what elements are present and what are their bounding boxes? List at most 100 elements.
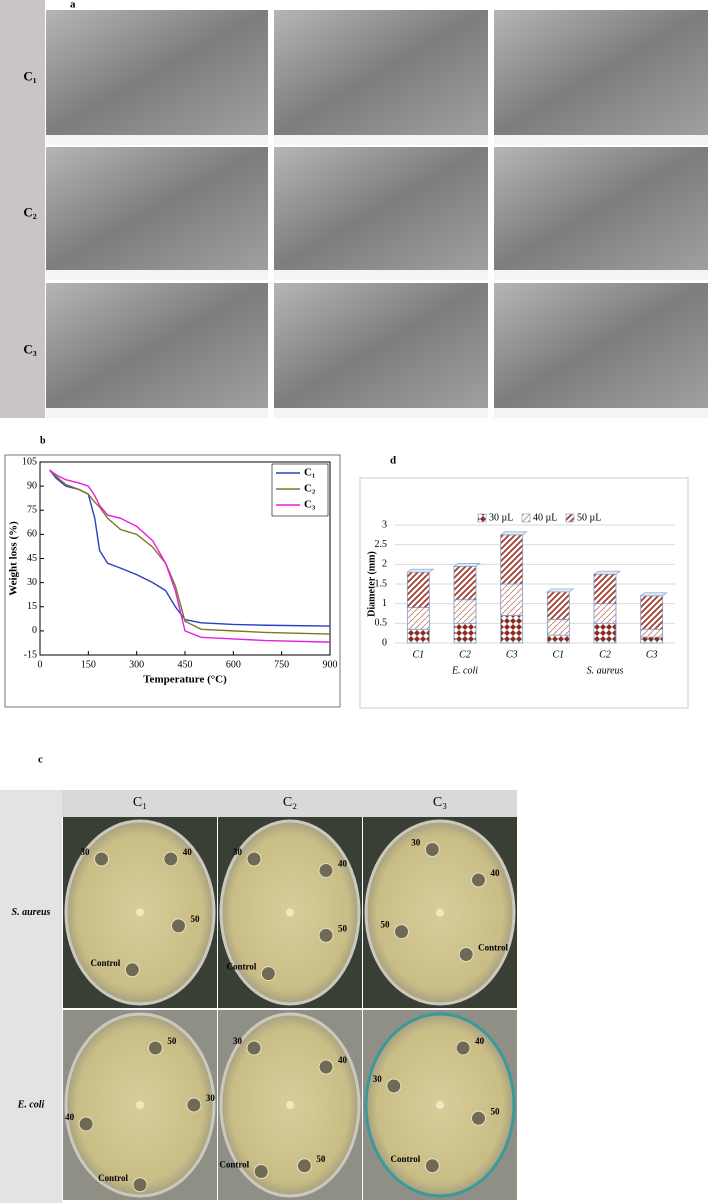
panel-d-frame bbox=[359, 477, 689, 709]
well bbox=[163, 851, 179, 867]
x-axis-title: Temperature (°C) bbox=[143, 674, 227, 686]
bar bbox=[593, 603, 617, 624]
sem-image bbox=[274, 283, 488, 408]
legend-label: 40 µL bbox=[533, 512, 557, 523]
sem-label-strip bbox=[0, 0, 45, 418]
well-label: 30 bbox=[233, 847, 243, 857]
well bbox=[171, 918, 186, 934]
well-label: 40 bbox=[475, 1036, 485, 1046]
x-tick-label: C3 bbox=[646, 649, 658, 660]
sem-info-bar bbox=[494, 135, 708, 145]
y-tick-label: 45 bbox=[27, 553, 37, 564]
panel-label: d bbox=[390, 455, 396, 467]
legend-swatch bbox=[477, 513, 487, 523]
well bbox=[424, 1158, 440, 1174]
well-label: 30 bbox=[206, 1093, 216, 1103]
x-tick-label: 600 bbox=[226, 659, 241, 670]
sem-info-bar bbox=[494, 408, 708, 418]
well bbox=[455, 1040, 471, 1056]
well-label: Control bbox=[90, 958, 120, 968]
sem-image bbox=[494, 10, 708, 135]
well-label: Control bbox=[98, 1173, 128, 1183]
group-label: S. aureus bbox=[587, 665, 624, 676]
bar-top bbox=[499, 531, 528, 536]
well bbox=[260, 966, 276, 982]
legend-swatch bbox=[521, 513, 531, 523]
bar bbox=[500, 534, 524, 585]
row-header: S. aureus bbox=[12, 907, 51, 918]
column-header: C₂ bbox=[283, 795, 297, 810]
y-tick-label: 2.5 bbox=[375, 539, 388, 550]
bar bbox=[453, 565, 477, 601]
well bbox=[286, 908, 294, 917]
bar-top bbox=[639, 592, 668, 597]
panel-label: b bbox=[40, 435, 46, 446]
well bbox=[458, 947, 474, 963]
x-tick-label: 0 bbox=[38, 659, 43, 670]
row-label: C₃ bbox=[23, 341, 36, 356]
x-tick-label: 900 bbox=[323, 659, 338, 670]
well bbox=[424, 841, 440, 857]
legend-swatch bbox=[565, 513, 575, 523]
legend-label: 30 µL bbox=[489, 512, 513, 523]
y-tick-label: 30 bbox=[27, 577, 37, 588]
y-tick-label: 2 bbox=[382, 559, 387, 570]
x-tick-label: 750 bbox=[274, 659, 289, 670]
sem-image bbox=[494, 283, 708, 408]
panel-label: c bbox=[38, 754, 43, 766]
well bbox=[124, 962, 140, 978]
bar-top bbox=[406, 568, 435, 573]
bar bbox=[406, 607, 430, 630]
well bbox=[136, 908, 144, 917]
well-label: 50 bbox=[338, 923, 348, 933]
sem-info-bar bbox=[274, 135, 488, 145]
well bbox=[436, 908, 444, 917]
sem-info-bar bbox=[494, 270, 708, 280]
bar-top bbox=[546, 588, 575, 593]
row-label: C₂ bbox=[23, 204, 36, 219]
y-tick-label: 105 bbox=[22, 456, 37, 467]
y-tick-label: -15 bbox=[24, 649, 37, 660]
x-tick-label: C3 bbox=[506, 649, 518, 660]
well-label: Control bbox=[478, 943, 508, 953]
well-label: 30 bbox=[373, 1074, 383, 1084]
well-label: 30 bbox=[233, 1036, 243, 1046]
x-tick-label: C2 bbox=[459, 649, 471, 660]
well bbox=[318, 927, 334, 943]
sem-image bbox=[46, 283, 268, 408]
row-label: C₁ bbox=[23, 68, 36, 83]
y-tick-label: 0 bbox=[382, 637, 387, 648]
well bbox=[246, 1040, 262, 1056]
y-tick-label: 90 bbox=[27, 480, 37, 491]
y-axis-title: Diameter (mm) bbox=[366, 551, 377, 617]
y-tick-label: 0.5 bbox=[375, 618, 388, 629]
y-tick-label: 0 bbox=[32, 625, 37, 636]
well-label: Control bbox=[227, 962, 257, 972]
well bbox=[296, 1158, 312, 1174]
well-label: Control bbox=[390, 1154, 420, 1164]
legend-box bbox=[271, 463, 329, 517]
well bbox=[318, 862, 334, 878]
bar bbox=[500, 583, 524, 616]
bar bbox=[640, 636, 664, 644]
well-label: Control bbox=[219, 1160, 249, 1170]
well bbox=[136, 1101, 144, 1109]
y-tick-label: 1 bbox=[382, 598, 387, 609]
x-tick-label: 300 bbox=[129, 659, 144, 670]
well bbox=[436, 1101, 444, 1109]
legend-label: C₂ bbox=[304, 483, 316, 495]
well-label: 40 bbox=[183, 847, 193, 857]
column-header: C₃ bbox=[433, 795, 447, 810]
well-label: 50 bbox=[191, 914, 201, 924]
y-tick-label: 15 bbox=[27, 601, 37, 612]
legend-label: C₃ bbox=[304, 499, 316, 511]
well-label: 40 bbox=[65, 1112, 75, 1122]
bar bbox=[593, 622, 617, 644]
bar-top bbox=[453, 563, 481, 567]
bar bbox=[546, 634, 570, 644]
well bbox=[286, 1101, 294, 1109]
well-label: 30 bbox=[411, 838, 421, 848]
x-tick-label: C1 bbox=[412, 649, 424, 660]
sem-image bbox=[46, 147, 268, 270]
sem-info-bar bbox=[46, 135, 268, 145]
